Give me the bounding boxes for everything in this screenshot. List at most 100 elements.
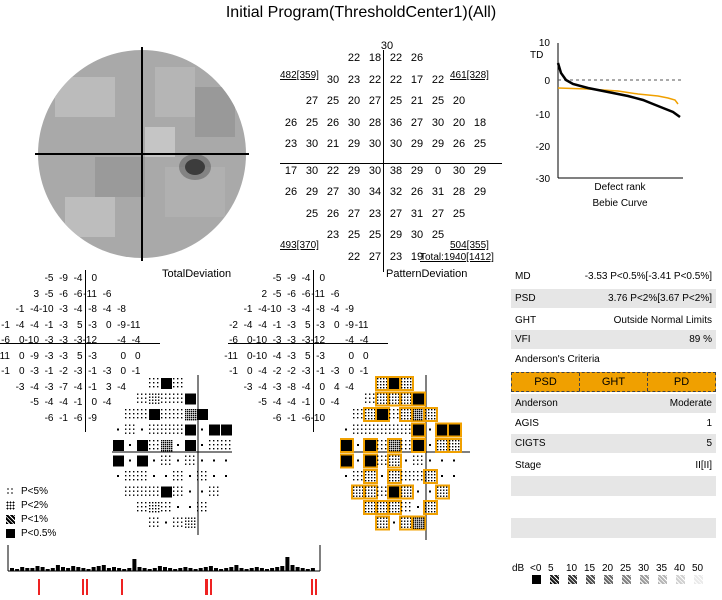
prob-dot bbox=[167, 444, 169, 446]
threshold-cell: 23 bbox=[284, 138, 298, 150]
threshold-cell: 23 bbox=[347, 73, 361, 86]
threshold-cell: 29 bbox=[431, 138, 445, 150]
prob-dot bbox=[368, 471, 370, 473]
prob-dot bbox=[381, 459, 383, 461]
prob-dot bbox=[415, 517, 417, 519]
prob-dot bbox=[213, 440, 215, 442]
prob-dot bbox=[401, 475, 403, 477]
prob-dot bbox=[421, 475, 423, 477]
threshold-cell: 18 bbox=[473, 116, 487, 129]
prob-dot bbox=[161, 424, 163, 426]
prob-dot bbox=[374, 412, 376, 414]
normal-symbol bbox=[441, 459, 443, 462]
prob-dot bbox=[428, 505, 430, 507]
deviation-cell: 0 bbox=[319, 381, 325, 393]
prob-dot bbox=[365, 418, 367, 420]
p05-symbol bbox=[113, 455, 124, 467]
deviation-cell: -3 bbox=[243, 381, 253, 393]
prob-dot bbox=[405, 502, 407, 504]
prob-dot bbox=[395, 505, 397, 507]
fixation-bar bbox=[239, 568, 244, 571]
prob-dot bbox=[149, 490, 151, 492]
p05-symbol bbox=[413, 440, 424, 451]
prob-dot bbox=[425, 505, 427, 507]
threshold-cell: 25 bbox=[326, 95, 340, 107]
prob-dot bbox=[383, 520, 385, 522]
prob-dot bbox=[171, 446, 173, 448]
prob-dot bbox=[413, 525, 415, 527]
prob-dot bbox=[353, 486, 355, 488]
prob-dot bbox=[428, 502, 430, 504]
prob-dot bbox=[173, 393, 175, 395]
prob-dot bbox=[410, 412, 412, 414]
highlight-box bbox=[399, 484, 414, 500]
threshold-top-label: 30 bbox=[380, 40, 394, 52]
td-probability-plot bbox=[112, 375, 232, 535]
prob-dot bbox=[125, 428, 127, 430]
prob-dot bbox=[189, 459, 191, 461]
prob-dot bbox=[157, 525, 159, 527]
prob-dot bbox=[193, 413, 195, 415]
prob-dot bbox=[377, 444, 379, 446]
prob-dot bbox=[389, 480, 391, 482]
prob-dot bbox=[395, 474, 397, 476]
threshold-cell: 17 bbox=[284, 164, 298, 177]
prob-dot bbox=[357, 417, 359, 419]
prob-dot bbox=[421, 409, 423, 411]
prob-dot bbox=[443, 449, 445, 451]
deviation-cell: -6 bbox=[301, 288, 311, 300]
prob-dot bbox=[361, 424, 363, 426]
prob-dot bbox=[181, 471, 183, 473]
deviation-cell: -6 bbox=[330, 288, 340, 300]
deviation-cell: -4 bbox=[258, 304, 267, 315]
prob-dot bbox=[410, 492, 412, 494]
deviation-cell: -6 bbox=[272, 412, 282, 424]
prob-dot bbox=[428, 418, 430, 420]
prob-dot bbox=[421, 463, 423, 465]
prob-dot bbox=[449, 446, 451, 448]
prob-dot bbox=[149, 448, 151, 450]
prob-dot bbox=[392, 502, 394, 504]
prob-dot bbox=[377, 490, 379, 492]
prob-dot bbox=[392, 402, 394, 404]
threshold-cell: 20 bbox=[452, 116, 466, 129]
prob-dot bbox=[185, 409, 187, 411]
prob-dot bbox=[133, 471, 135, 473]
prob-dot bbox=[149, 432, 151, 434]
deviation-cell: -4 bbox=[301, 381, 311, 393]
prob-dot bbox=[401, 506, 403, 508]
prob-dot bbox=[365, 432, 367, 434]
prob-dot bbox=[368, 511, 370, 513]
prob-dot bbox=[417, 409, 419, 411]
prob-dot bbox=[383, 378, 385, 380]
fixation-bar bbox=[198, 568, 203, 571]
prob-dot bbox=[446, 489, 448, 491]
prob-dot bbox=[145, 409, 147, 411]
prob-dot bbox=[419, 517, 421, 519]
fixation-bar bbox=[183, 567, 188, 571]
prob-dot bbox=[452, 440, 454, 442]
prob-dot bbox=[201, 510, 203, 512]
deviation-cell: -3 bbox=[272, 381, 282, 393]
prob-dot bbox=[157, 486, 159, 488]
prob-dot bbox=[386, 526, 388, 528]
threshold-cell: 22 bbox=[347, 250, 361, 263]
threshold-cell: 30 bbox=[431, 116, 445, 129]
prob-dot bbox=[163, 448, 165, 450]
threshold-cell: 28 bbox=[368, 116, 382, 129]
prob-dot bbox=[125, 417, 127, 419]
prob-dot bbox=[440, 486, 442, 488]
prob-dot bbox=[419, 413, 421, 415]
prob-dot bbox=[158, 508, 160, 510]
threshold-cell: 25 bbox=[347, 229, 361, 241]
prob-dot bbox=[401, 432, 403, 434]
threshold-cell: 25 bbox=[473, 138, 487, 150]
prob-dot bbox=[398, 458, 400, 460]
prob-dot bbox=[193, 417, 195, 419]
prob-dot bbox=[217, 448, 219, 450]
deviation-cell: 3 bbox=[33, 288, 39, 300]
fixation-bar bbox=[305, 569, 310, 571]
prob-dot bbox=[383, 384, 385, 386]
fixation-bar bbox=[259, 568, 264, 571]
prob-dot bbox=[221, 444, 223, 446]
